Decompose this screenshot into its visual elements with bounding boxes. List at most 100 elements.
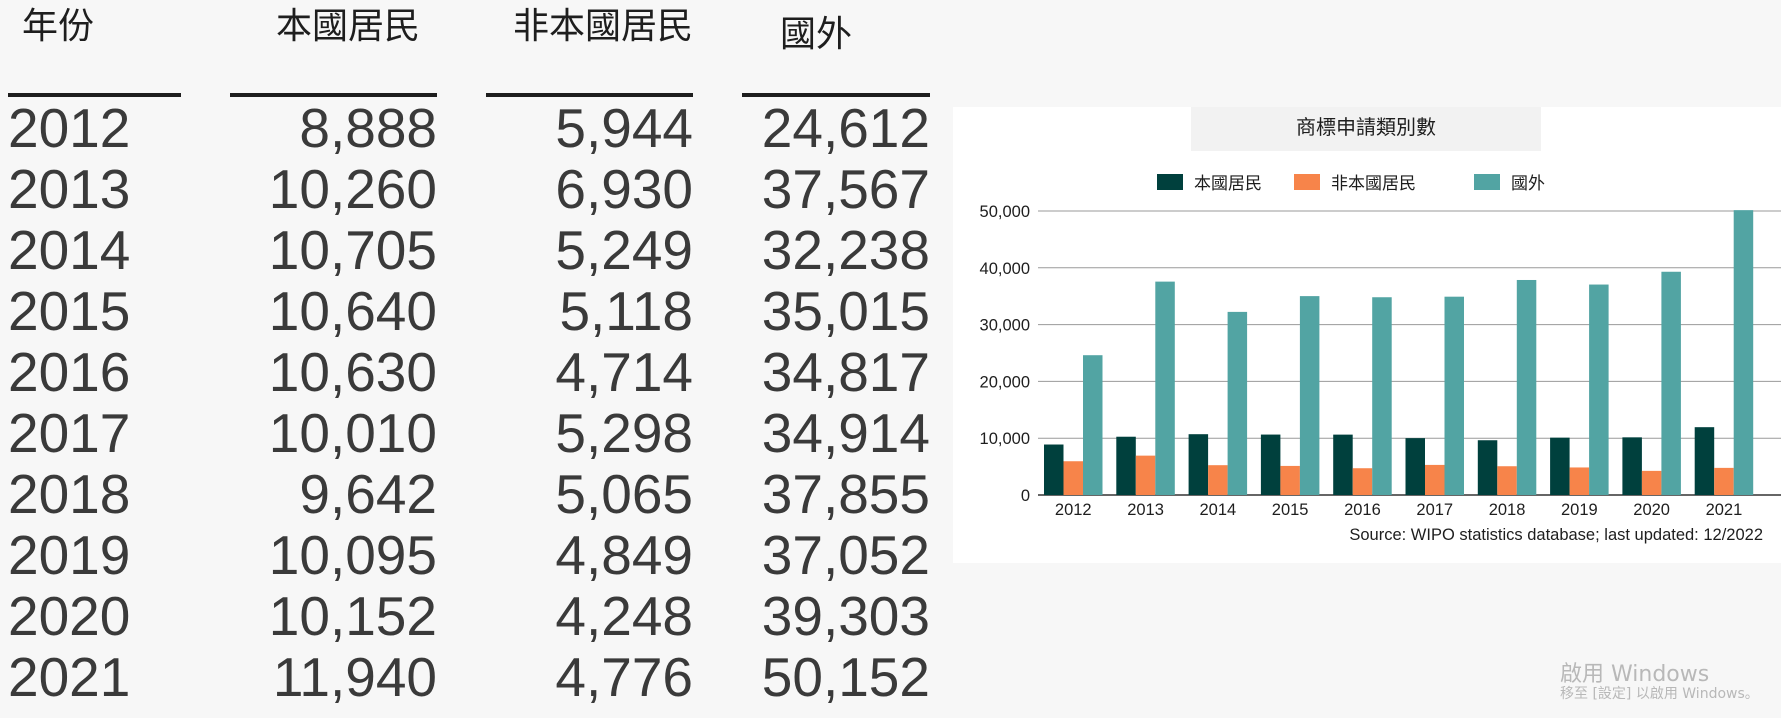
- x-tick-label: 2018: [1489, 501, 1526, 519]
- cell-abroad: 39,303: [761, 585, 930, 647]
- bar: [1622, 437, 1642, 495]
- bar: [1299, 296, 1320, 495]
- chart-y-axis: 0 10,000 20,000 30,000 40,000 50,000: [980, 203, 1030, 505]
- x-tick-label: 2014: [1199, 501, 1236, 519]
- cell-non-resident: 5,065: [555, 463, 693, 525]
- bar: [1733, 210, 1754, 495]
- chart-legend: 本國居民 非本國居民 國外: [1157, 174, 1545, 194]
- legend-label: 非本國居民: [1331, 174, 1416, 194]
- bar: [1589, 284, 1609, 495]
- y-tick-label: 0: [1021, 487, 1030, 505]
- header-non-resident: 非本國居民: [513, 6, 694, 47]
- cell-abroad: 35,015: [761, 280, 930, 342]
- header-rule-resident: [230, 93, 437, 97]
- cell-resident: 10,260: [268, 158, 437, 220]
- bar: [1641, 470, 1662, 495]
- cell-resident: 9,642: [299, 463, 437, 525]
- y-tick-label: 30,000: [980, 317, 1030, 335]
- header-abroad: 國外: [780, 14, 853, 55]
- cell-year: 2021: [8, 646, 131, 708]
- bar: [1477, 440, 1498, 495]
- activate-windows-title: 啟用 Windows: [1560, 662, 1710, 687]
- cell-resident: 10,640: [268, 280, 437, 342]
- x-tick-label: 2013: [1127, 501, 1164, 519]
- y-tick-label: 50,000: [980, 203, 1030, 221]
- cell-year: 2018: [8, 463, 131, 525]
- cell-year: 2015: [8, 280, 131, 342]
- header-resident: 本國居民: [276, 6, 421, 47]
- cell-abroad: 34,817: [761, 341, 930, 403]
- cell-year: 2020: [8, 585, 131, 647]
- x-tick-label: 2016: [1344, 501, 1381, 519]
- bar: [1333, 434, 1353, 495]
- bar: [1116, 436, 1136, 495]
- bar: [1497, 466, 1517, 495]
- cell-non-resident: 4,248: [555, 585, 693, 647]
- bar: [1044, 444, 1064, 495]
- cell-abroad: 37,052: [761, 524, 930, 586]
- bar: [1550, 437, 1570, 495]
- bar: [1260, 434, 1281, 495]
- cell-year: 2012: [8, 97, 131, 159]
- bar: [1714, 467, 1734, 495]
- cell-abroad: 50,152: [761, 646, 930, 708]
- cell-year: 2017: [8, 402, 131, 464]
- bar: [1208, 465, 1228, 495]
- cell-abroad: 24,612: [761, 97, 930, 159]
- cell-year: 2016: [8, 341, 131, 403]
- x-tick-label: 2012: [1055, 501, 1092, 519]
- bar: [1516, 279, 1537, 495]
- chart-bars: [1044, 210, 1754, 495]
- bar: [1135, 455, 1156, 495]
- chart-panel: 商標申請類別數 本國居民 非本國居民 國外 0 10,000 20,000 30,000 4…: [953, 107, 1781, 563]
- bar: [1425, 464, 1445, 495]
- x-tick-label: 2017: [1416, 501, 1453, 519]
- chart-x-axis: 2012 2013 2014 2015 2016 2017 2018 2019 2020 2021: [1055, 501, 1742, 519]
- bar: [1372, 297, 1392, 495]
- cell-year: 2013: [8, 158, 131, 220]
- y-tick-label: 20,000: [980, 373, 1030, 391]
- bar: [1569, 467, 1590, 495]
- x-tick-label: 2020: [1633, 501, 1670, 519]
- chart-title: 商標申請類別數: [1296, 115, 1436, 139]
- chart-source-note: Source: WIPO statistics database; last u…: [1349, 526, 1763, 544]
- cell-resident: 10,010: [268, 402, 437, 464]
- header-rule-abroad: [742, 93, 930, 97]
- cell-resident: 10,705: [268, 219, 437, 281]
- activate-windows-hint: 移至 [設定] 以啟用 Windows。: [1560, 686, 1759, 702]
- bar: [1155, 281, 1175, 495]
- x-tick-label: 2021: [1706, 501, 1743, 519]
- cell-resident: 10,630: [268, 341, 437, 403]
- cell-resident: 10,152: [268, 585, 437, 647]
- chart-title-background: [1191, 107, 1541, 151]
- legend-swatch: [1157, 174, 1183, 190]
- bar: [1188, 434, 1209, 495]
- bar: [1405, 438, 1425, 495]
- bar: [1280, 465, 1300, 495]
- legend-label: 國外: [1511, 174, 1545, 194]
- cell-abroad: 37,567: [761, 158, 930, 220]
- cell-abroad: 37,855: [761, 463, 930, 525]
- cell-non-resident: 4,776: [555, 646, 693, 708]
- bar: [1694, 427, 1715, 495]
- x-tick-label: 2015: [1272, 501, 1309, 519]
- cell-resident: 11,940: [272, 646, 437, 708]
- cell-resident: 10,095: [268, 524, 437, 586]
- bar: [1083, 355, 1103, 495]
- cell-non-resident: 5,298: [555, 402, 693, 464]
- header-year: 年份: [22, 6, 95, 47]
- bar: [1352, 468, 1373, 495]
- cell-abroad: 32,238: [761, 219, 930, 281]
- trademark-chart: 商標申請類別數 本國居民 非本國居民 國外 0 10,000 20,000 30,000 4…: [980, 115, 1781, 544]
- header-rule-year: [8, 93, 181, 97]
- legend-label: 本國居民: [1194, 174, 1262, 194]
- cell-year: 2014: [8, 219, 131, 281]
- y-tick-label: 40,000: [980, 260, 1030, 278]
- cell-non-resident: 4,714: [555, 341, 693, 403]
- bar: [1063, 461, 1083, 495]
- bar: [1661, 271, 1681, 495]
- cell-non-resident: 4,849: [555, 524, 693, 586]
- cell-non-resident: 5,118: [559, 280, 693, 342]
- legend-swatch: [1474, 174, 1500, 190]
- cell-year: 2019: [8, 524, 131, 586]
